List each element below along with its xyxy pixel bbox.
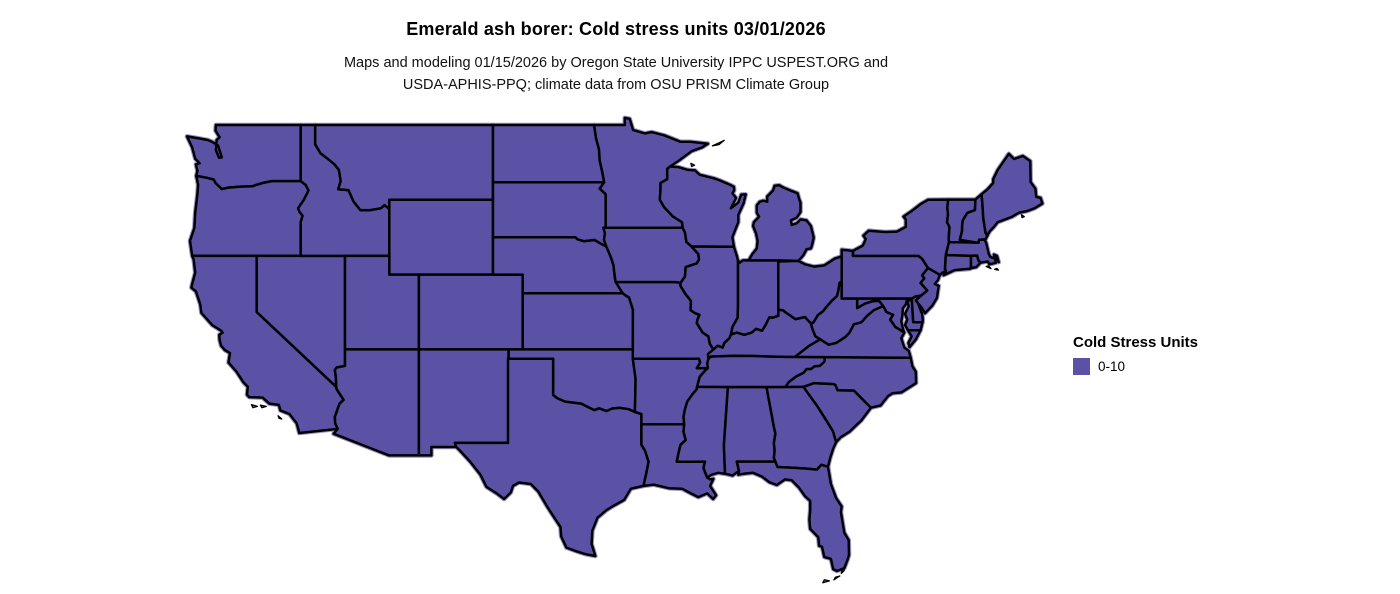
isle-royale-island [711,139,725,147]
florida-key-c-island [822,579,831,584]
channel-island-a-island [250,403,259,409]
apostle-islands-island [690,162,696,168]
state-mississippi [675,385,730,479]
state-maryland [855,297,909,334]
nantucket-island [994,267,1000,271]
subtitle-line-1: Maps and modeling 01/15/2026 by Oregon S… [343,55,889,71]
channel-island-b-island [259,404,267,409]
state-wisconsin [658,165,747,248]
legend-title: Cold Stress Units [1073,334,1199,351]
legend-color-swatch-icon [1073,358,1090,375]
state-oregon [188,174,310,258]
state-maine [980,152,1044,237]
marthas-vineyard-island [985,265,992,270]
state-ohio [776,255,843,325]
florida-key-a-island [840,569,845,575]
state-florida [735,460,851,573]
state-colorado [417,273,524,351]
state-new-mexico [417,348,510,457]
state-wyoming [388,198,495,276]
state-north-dakota [491,123,606,184]
legend: Cold Stress Units 0-10 [1073,334,1293,375]
attribution-subtitle: Maps and modeling 01/15/2026 by Oregon S… [0,52,1232,96]
state-illinois [679,245,740,351]
maine-island-island [1020,214,1025,219]
florida-key-b-island [833,575,841,581]
state-arizona [332,348,421,457]
legend-item-label: 0-10 [1098,359,1126,374]
state-kansas [521,292,635,351]
state-michigan [747,183,815,263]
state-texas [453,357,650,558]
state-new-jersey [914,266,942,315]
catalina-island-island [277,415,283,420]
header: Emerald ash borer: Cold stress units 03/… [0,19,1232,96]
page-title: Emerald ash borer: Cold stress units 03/… [406,19,826,39]
subtitle-line-2: USDA-APHIS-PPQ; climate data from OSU PR… [402,77,830,93]
legend-item: 0-10 [1073,358,1293,375]
